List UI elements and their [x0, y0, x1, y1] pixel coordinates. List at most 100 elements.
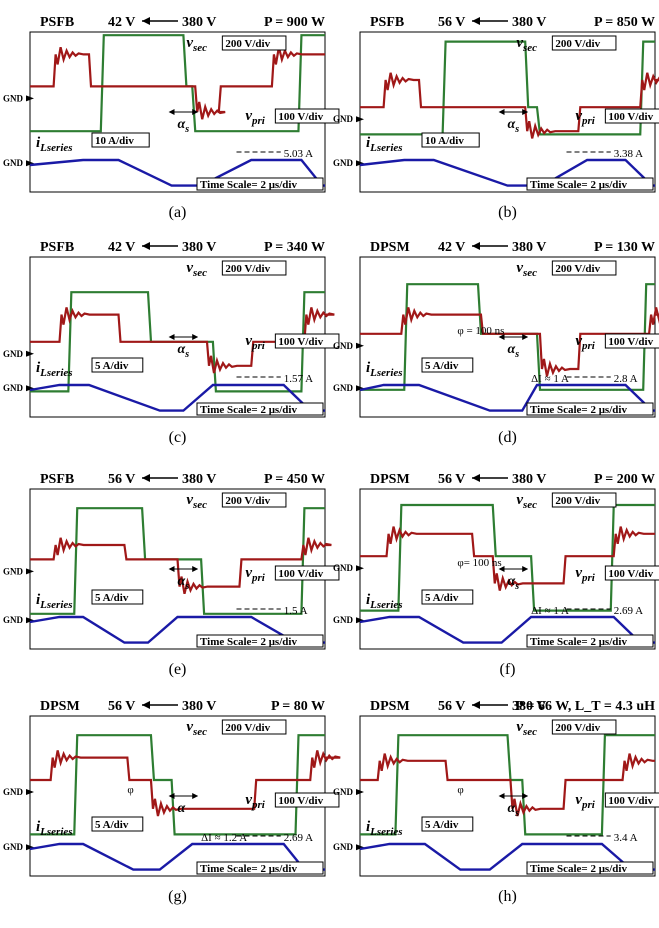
gnd-marker	[356, 385, 364, 392]
alpha-label: αs	[178, 117, 190, 135]
v-pri-trace	[360, 526, 655, 591]
mode-label: PSFB	[40, 240, 74, 255]
v-sec-scale-box: 200 V/div	[551, 35, 617, 51]
input-voltage-label: 380 V	[512, 472, 546, 487]
v-sec-label: vsec	[186, 492, 207, 511]
v-pri-scale-box: 100 V/div	[274, 792, 340, 808]
svg-text:10 A/div: 10 A/div	[95, 135, 134, 147]
gnd-marker	[356, 565, 364, 572]
gnd-marker	[356, 789, 364, 795]
panel-caption: (e)	[169, 661, 187, 678]
panel-caption: (a)	[169, 204, 187, 221]
gnd-label-1: GND	[333, 787, 354, 797]
arrow-head	[142, 17, 150, 25]
i-lseries-label: iLseries	[36, 819, 73, 838]
gnd-label-1: GND	[3, 349, 24, 359]
svg-text:5 A/div: 5 A/div	[95, 360, 129, 372]
panel-caption: (b)	[498, 204, 517, 221]
gnd-label-2: GND	[3, 842, 24, 852]
output-voltage-label: 42 V	[108, 240, 135, 255]
i-scale-box: 5 A/div	[91, 357, 144, 373]
time-scale-box	[196, 402, 324, 416]
power-label: P = 850 W	[594, 15, 655, 30]
time-scale-box	[526, 402, 654, 416]
gnd-marker	[26, 568, 34, 575]
gnd-label-2: GND	[3, 158, 24, 168]
v-pri-trace	[30, 750, 341, 817]
power-label: P = 200 W	[594, 472, 655, 487]
gnd-marker	[356, 342, 364, 349]
input-voltage-label: 380 V	[182, 15, 216, 30]
time-scale-label: Time Scale= 2 μs/div	[530, 404, 627, 416]
gnd-marker	[356, 116, 364, 123]
svg-text:100 V/div: 100 V/div	[278, 795, 323, 807]
svg-text:200 V/div: 200 V/div	[555, 38, 600, 50]
arrow-head	[472, 474, 480, 482]
i-lseries-trace	[359, 615, 655, 644]
input-voltage-label: 380 V	[182, 699, 216, 714]
gnd-marker	[26, 617, 34, 624]
mode-label: DPSM	[40, 699, 80, 714]
gnd-label-2: GND	[333, 842, 354, 852]
time-scale-box	[526, 634, 654, 648]
output-voltage-label: 56 V	[438, 699, 465, 714]
panel-f: DPSM 56 V 380 V P = 200 W GND GND vsec 200 V/di…	[333, 472, 659, 678]
mode-label: PSFB	[40, 15, 74, 30]
panel-caption: (h)	[498, 888, 517, 905]
i-lseries-label: iLseries	[366, 360, 403, 379]
i-scale-box: 10 A/div	[91, 132, 150, 148]
v-pri-scale-box: 100 V/div	[274, 333, 340, 349]
peak-current-label: 2.69 A	[614, 605, 643, 617]
v-sec-label: vsec	[186, 35, 207, 54]
v-sec-trace	[30, 734, 325, 836]
v-sec-scale-box: 200 V/div	[221, 35, 287, 51]
output-voltage-label: 56 V	[108, 472, 135, 487]
power-label: P = 66 W, L_T = 4.3 uH	[515, 699, 655, 714]
delta-i-label: ΔI ≈ 1 A	[531, 605, 569, 617]
v-pri-label: vpri	[575, 333, 595, 352]
v-sec-scale-box: 200 V/div	[551, 719, 617, 735]
svg-text:100 V/div: 100 V/div	[278, 336, 323, 348]
gnd-label-2: GND	[3, 383, 24, 393]
panel-c: PSFB 42 V 380 V P = 340 W GND GND vsec 200 V/di…	[3, 240, 340, 446]
mode-label: DPSM	[370, 240, 410, 255]
v-pri-trace	[30, 46, 325, 120]
delta-i-label: ΔI ≈ 1.2 A	[201, 832, 247, 844]
panel-caption: (g)	[168, 888, 187, 905]
phi-label: φ = 100 ns	[457, 325, 504, 337]
i-lseries-label: iLseries	[36, 592, 73, 611]
gnd-label-1: GND	[3, 93, 24, 103]
peak-current-label: 1.5 A	[284, 605, 308, 617]
gnd-label-1: GND	[3, 787, 24, 797]
time-scale-box	[196, 177, 324, 191]
peak-current-label: 2.8 A	[614, 373, 638, 385]
alpha-label: αs	[178, 342, 190, 360]
panel-caption: (d)	[498, 429, 517, 446]
gnd-marker	[26, 160, 34, 167]
power-label: P = 130 W	[594, 240, 655, 255]
v-pri-scale-box: 100 V/div	[604, 565, 659, 581]
gnd-label-1: GND	[333, 563, 354, 573]
arrow-head	[142, 701, 150, 709]
svg-text:200 V/div: 200 V/div	[555, 495, 600, 507]
output-voltage-label: 42 V	[108, 15, 135, 30]
svg-text:100 V/div: 100 V/div	[608, 336, 653, 348]
v-pri-label: vpri	[575, 565, 595, 584]
v-pri-scale-box: 100 V/div	[604, 333, 659, 349]
panel-d: DPSM 42 V 380 V P = 130 W GND GND vsec 200 V/di…	[333, 240, 659, 446]
v-sec-label: vsec	[516, 35, 537, 54]
gnd-marker	[356, 617, 364, 624]
peak-current-label: 2.69 A	[284, 832, 313, 844]
v-pri-trace	[360, 753, 655, 817]
input-voltage-label: 380 V	[512, 240, 546, 255]
alpha-label: α	[178, 801, 186, 816]
svg-text:200 V/div: 200 V/div	[225, 722, 270, 734]
i-scale-box: 5 A/div	[91, 816, 144, 832]
i-scale-box: 5 A/div	[91, 589, 144, 605]
svg-text:100 V/div: 100 V/div	[278, 568, 323, 580]
svg-text:100 V/div: 100 V/div	[608, 111, 653, 123]
arrow-head	[472, 701, 480, 709]
panel-caption: (f)	[500, 661, 516, 678]
phi-label: φ	[127, 784, 133, 796]
